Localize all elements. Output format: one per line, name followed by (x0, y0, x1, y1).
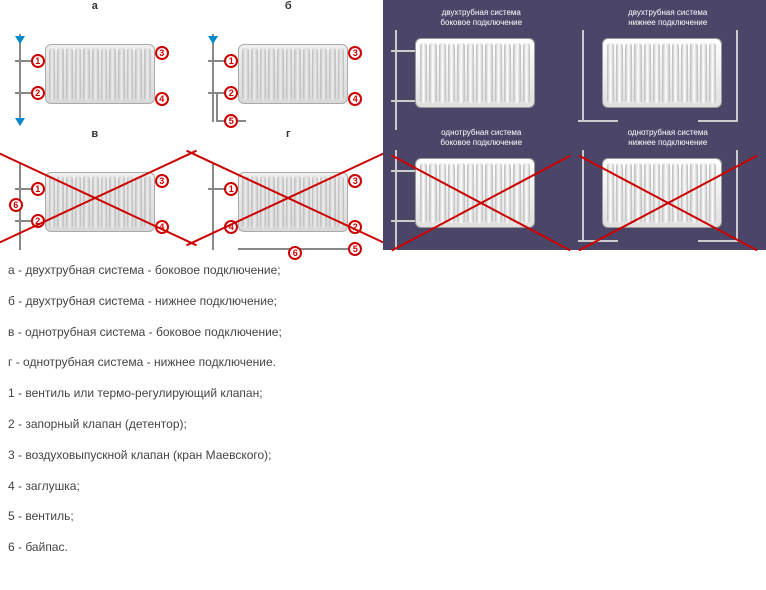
diagram-label: в (91, 128, 98, 140)
diagram-label: б (285, 0, 292, 12)
rp-radiator-wrap (578, 150, 759, 242)
radiator-icon (415, 38, 535, 108)
marker-4: 4 (348, 92, 362, 106)
legend-line: а - двухтрубная система - боковое подклю… (8, 262, 758, 279)
legend-line: 5 - вентиль; (8, 508, 758, 525)
marker-1: 1 (31, 54, 45, 68)
pipe (395, 150, 397, 250)
radiator-icon (45, 44, 155, 104)
marker-3: 3 (348, 174, 362, 188)
radiator-wrap: 1 2 3 4 (15, 14, 175, 124)
pipe (578, 240, 618, 242)
right-panel: двухтрубная системабоковое подключение дв… (383, 0, 766, 250)
pipe (736, 30, 738, 122)
pipe (698, 120, 738, 122)
radiator-icon (238, 172, 348, 232)
pipe (212, 34, 214, 122)
radiator-icon (602, 158, 722, 228)
diagram-d: г123456 (194, 128, 384, 252)
left-panel: а1234б12345в12346г123456 (0, 0, 383, 250)
pipe (698, 240, 738, 242)
marker-2: 2 (31, 214, 45, 228)
legend-line: 1 - вентиль или термо-регулирующий клапа… (8, 385, 758, 402)
rp-diagram-1: двухтрубная системанижнее подключение (578, 8, 759, 122)
legend-line: 6 - байпас. (8, 539, 758, 556)
legend-line: 4 - заглушка; (8, 478, 758, 495)
legend-line: 2 - запорный клапан (детентор); (8, 416, 758, 433)
radiator-wrap: 12345 (208, 14, 368, 124)
marker-1: 1 (31, 182, 45, 196)
rp-radiator-wrap (391, 30, 572, 122)
pipe (212, 162, 214, 250)
top-row: а1234б12345в12346г123456 двухтрубная сис… (0, 0, 766, 250)
marker-3: 3 (155, 46, 169, 60)
marker-5: 5 (224, 114, 238, 128)
pipe (578, 120, 618, 122)
flow-arrow-icon (208, 36, 218, 44)
radiator-icon (415, 158, 535, 228)
pipe (582, 30, 584, 122)
marker-4: 4 (224, 220, 238, 234)
marker-3: 3 (348, 46, 362, 60)
pipe (736, 150, 738, 242)
rp-title: однотрубная системанижнее подключение (578, 128, 759, 147)
rp-title: двухтрубная системабоковое подключение (391, 8, 572, 27)
marker-3: 3 (155, 174, 169, 188)
rp-diagram-2: однотрубная системабоковое подключение (391, 128, 572, 242)
pipe (395, 30, 397, 130)
rp-title: однотрубная системабоковое подключение (391, 128, 572, 147)
marker-4: 4 (155, 220, 169, 234)
radiator-icon (602, 38, 722, 108)
left-diagram-grid: а1234б12345в12346г123456 (0, 0, 383, 250)
radiator-icon (238, 44, 348, 104)
marker-2: 2 (31, 86, 45, 100)
diagram-label: г (286, 128, 291, 140)
legend-line: 3 - воздуховыпускной клапан (кран Маевск… (8, 447, 758, 464)
flow-arrow-icon (15, 118, 25, 126)
marker-1: 1 (224, 54, 238, 68)
marker-2: 2 (224, 86, 238, 100)
pipe (19, 34, 21, 122)
diagram-label: а (92, 0, 98, 12)
legend-line: в - однотрубная система - боковое подклю… (8, 324, 758, 341)
rp-title: двухтрубная системанижнее подключение (578, 8, 759, 27)
marker-1: 1 (224, 182, 238, 196)
pipe (216, 92, 218, 122)
pipe (582, 150, 584, 242)
rp-radiator-wrap (578, 30, 759, 122)
radiator-wrap: 123456 (208, 142, 368, 252)
rp-diagram-0: двухтрубная системабоковое подключение (391, 8, 572, 122)
radiator-wrap: 12346 (15, 142, 175, 252)
marker-6: 6 (9, 198, 23, 212)
rp-diagram-3: однотрубная системанижнее подключение (578, 128, 759, 242)
rp-radiator-wrap (391, 150, 572, 242)
radiator-icon (45, 172, 155, 232)
diagram-b: б12345 (194, 0, 384, 124)
marker-2: 2 (348, 220, 362, 234)
marker-4: 4 (155, 92, 169, 106)
flow-arrow-icon (15, 36, 25, 44)
legend-line: г - однотрубная система - нижнее подключ… (8, 354, 758, 371)
legend-line: б - двухтрубная система - нижнее подключ… (8, 293, 758, 310)
diagram-c: в 1 2 3 4 6 (0, 128, 190, 252)
right-diagram-grid: двухтрубная системабоковое подключение дв… (391, 8, 758, 242)
legend: а - двухтрубная система - боковое подклю… (0, 250, 766, 590)
diagram-a: а 1 2 3 4 (0, 0, 190, 124)
